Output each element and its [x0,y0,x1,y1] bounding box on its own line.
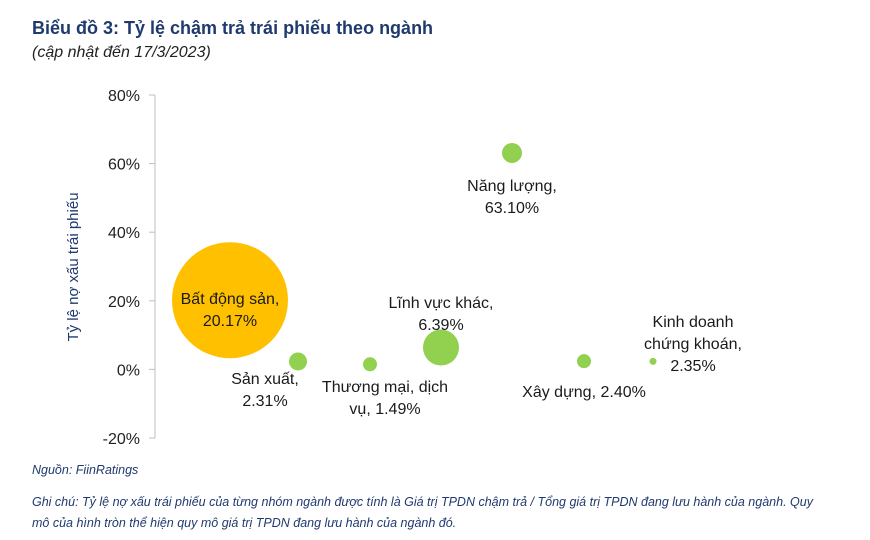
bubble-data-label: Thương mại, dịch [322,379,448,396]
bubble-data-label: vụ, 1.49% [349,401,420,418]
bubble-data-label: Kinh doanh [653,314,734,331]
bubble [172,242,288,359]
bubble-data-label: 2.31% [242,393,287,410]
bubble-data-label: 63.10% [485,200,539,217]
bubble-data-label: chứng khoán, [644,336,742,353]
bubble [649,357,657,365]
bubble-data-label: 6.39% [418,317,463,334]
bubble-data-label: Năng lượng, [467,178,557,195]
y-tick-label: 80% [108,88,140,105]
bubble [502,142,522,163]
bubble-data-label: Sản xuất, [231,371,299,388]
chart-subtitle: (cập nhật đến 17/3/2023) [32,44,211,61]
bubble-data-label: 2.35% [670,358,715,375]
bubble [289,352,307,371]
y-tick-label: 20% [108,294,140,311]
y-axis-label: Tỷ lệ nợ xấu trái phiếu [65,192,82,341]
footnote: Ghi chú: Tỷ lệ nợ xấu trái phiếu của từn… [32,495,813,530]
bubble [423,329,459,366]
y-tick-label: 40% [108,225,140,242]
bubble-data-label: Bất động sản, [181,291,280,308]
bubble [577,354,591,369]
source-note: Nguồn: FiinRatings [32,463,139,477]
bubble-chart: Tỷ lệ nợ xấu trái phiếu -20% 0% 20% 40% 60% 8… [65,88,742,448]
bubble [363,357,377,372]
chart-title: Biểu đồ 3: Tỷ lệ chậm trả trái phiếu the… [32,18,434,38]
bubble-data-label: Lĩnh vực khác, [389,295,494,312]
bubble-data-label: 20.17% [203,313,257,330]
y-tick-label: -20% [103,431,140,448]
y-tick-label: 0% [117,362,140,379]
bubble-data-label: Xây dựng, 2.40% [522,384,646,401]
y-tick-label: 60% [108,157,140,174]
